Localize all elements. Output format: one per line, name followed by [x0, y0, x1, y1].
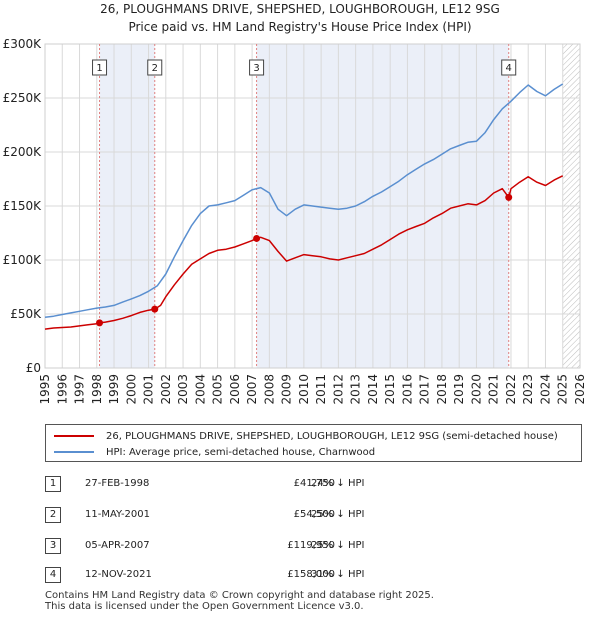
sale-number: 2: [45, 507, 61, 523]
x-tick-label: 2022: [504, 374, 518, 405]
sale-row: 2 11-MAY-2001 £54,500 25% ↓ HPI: [45, 507, 580, 525]
x-tick-label: 2002: [159, 374, 173, 405]
y-tick-label: £200K: [3, 145, 43, 159]
x-tick-label: 2017: [418, 374, 432, 405]
y-tick-label: £100K: [3, 253, 43, 267]
x-tick-label: 2019: [452, 374, 466, 405]
sale-price: £41,750: [293, 478, 335, 489]
x-tick-label: 2011: [314, 374, 328, 405]
legend-item-hpi: HPI: Average price, semi-detached house,…: [54, 444, 375, 460]
x-tick-label: 2003: [176, 374, 190, 405]
y-tick-label: £300K: [3, 37, 43, 51]
sale-label-box: [147, 59, 163, 76]
x-tick-label: 2006: [228, 374, 242, 405]
sale-hpi-diff: 24% ↓ HPI: [311, 478, 365, 489]
price-chart: £0 £50K £100K £150K £200K £250K £300K 1995 1996 1…: [3, 37, 587, 405]
x-tick-label: 2026: [573, 374, 587, 405]
legend-label-hpi: HPI: Average price, semi-detached house,…: [106, 446, 376, 458]
legend-swatch-property: [54, 435, 94, 437]
x-tick-label: 2023: [521, 374, 535, 405]
sale-date: 12-NOV-2021: [85, 569, 152, 580]
x-tick-label: 2024: [538, 374, 552, 405]
y-tick-label: £50K: [10, 307, 42, 321]
sale-point: [505, 193, 513, 201]
sale-label-number: 4: [506, 63, 512, 74]
sale-row: 4 12-NOV-2021 £158,000 31% ↓ HPI: [45, 567, 580, 585]
property-price-line: [44, 175, 564, 330]
x-tick-label: 1996: [55, 374, 69, 405]
sale-date: 05-APR-2007: [85, 540, 150, 551]
sale-point: [253, 234, 261, 242]
sale-point: [96, 319, 104, 327]
x-tick-label: 2007: [245, 374, 259, 405]
chart-subtitle: Price paid vs. HM Land Registry's House …: [128, 20, 472, 34]
x-tick-label: 2021: [487, 374, 501, 405]
sale-label-box: [501, 59, 517, 76]
x-tick-label: 2010: [297, 374, 311, 405]
x-tick-label: 2008: [262, 374, 276, 405]
x-tick-label: 2025: [556, 374, 570, 405]
sale-hpi-diff: 31% ↓ HPI: [311, 569, 365, 580]
sale-label-number: 3: [253, 63, 259, 74]
x-tick-label: 2014: [366, 374, 380, 405]
y-tick-label: £250K: [3, 91, 43, 105]
x-tick-label: 1999: [107, 374, 121, 405]
sale-point: [151, 305, 159, 313]
x-tick-label: 2015: [383, 374, 397, 405]
sale-label-number: 1: [96, 63, 102, 74]
sale-hpi-diff: 25% ↓ HPI: [311, 540, 365, 551]
sale-number: 3: [45, 538, 61, 554]
sale-price: £54,500: [293, 509, 335, 520]
sale-label-number: 2: [152, 63, 158, 74]
sale-date: 11-MAY-2001: [85, 509, 151, 520]
x-tick-label: 2013: [349, 374, 363, 405]
sale-label-box: [92, 59, 108, 76]
x-tick-label: 2009: [280, 374, 294, 405]
x-tick-label: 2000: [124, 374, 138, 405]
x-tick-label: 2005: [211, 374, 225, 405]
legend-swatch-hpi: [54, 451, 94, 453]
legend-label-property: 26, PLOUGHMANS DRIVE, SHEPSHED, LOUGHBOR…: [106, 430, 558, 442]
chart-legend: 26, PLOUGHMANS DRIVE, SHEPSHED, LOUGHBOR…: [45, 424, 582, 462]
x-tick-label: 1997: [73, 374, 87, 405]
footer: Contains HM Land Registry data © Crown c…: [45, 590, 434, 612]
footer-copyright: Contains HM Land Registry data © Crown c…: [45, 590, 434, 601]
x-tick-label: 1995: [38, 374, 52, 405]
plot-frame: [44, 43, 581, 369]
x-tick-label: 2012: [331, 374, 345, 405]
sale-row: 1 27-FEB-1998 £41,750 24% ↓ HPI: [45, 476, 580, 494]
legend-item-property: 26, PLOUGHMANS DRIVE, SHEPSHED, LOUGHBOR…: [54, 428, 558, 444]
x-tick-label: 2001: [142, 374, 156, 405]
x-tick-label: 2018: [435, 374, 449, 405]
sale-number: 4: [45, 567, 61, 583]
x-tick-label: 2004: [193, 374, 207, 405]
sale-row: 3 05-APR-2007 £119,950 25% ↓ HPI: [45, 538, 580, 556]
y-tick-label: £0: [26, 361, 41, 375]
hpi-line: [44, 83, 564, 318]
sale-date: 27-FEB-1998: [85, 478, 150, 489]
footer-licence: This data is licensed under the Open Gov…: [45, 601, 364, 612]
y-tick-label: £150K: [3, 199, 43, 213]
sale-price: £158,000: [287, 569, 335, 580]
x-tick-label: 1998: [90, 374, 104, 405]
sale-price: £119,950: [287, 540, 335, 551]
sale-number: 1: [45, 476, 61, 492]
x-tick-label: 2020: [469, 374, 483, 405]
chart-title: 26, PLOUGHMANS DRIVE, SHEPSHED, LOUGHBOR…: [100, 2, 500, 16]
sale-label-box: [249, 59, 265, 76]
x-tick-label: 2016: [400, 374, 414, 405]
sale-hpi-diff: 25% ↓ HPI: [311, 509, 365, 520]
